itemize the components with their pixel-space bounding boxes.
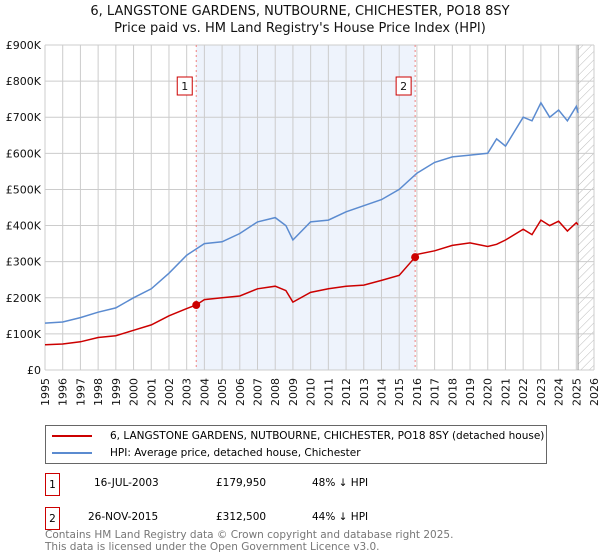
sale-row: 2 26-NOV-2015 £312,500 44% ↓ HPI	[45, 507, 495, 530]
x-tick-label: 2026	[588, 378, 600, 406]
y-tick-label: £800K	[6, 75, 42, 88]
blue-line-swatch	[52, 452, 92, 454]
y-tick-label: £700K	[6, 111, 42, 124]
annotation-box	[176, 76, 193, 96]
x-tick-label: 2022	[517, 378, 530, 406]
legend-item-hpi: HPI: Average price, detached house, Chic…	[52, 445, 361, 461]
x-tick-label: 2023	[535, 378, 548, 406]
x-tick-label: 2003	[181, 378, 194, 406]
x-tick-label: 2004	[198, 378, 211, 406]
chart-title: 6, LANGSTONE GARDENS, NUTBOURNE, CHICHES…	[90, 4, 510, 19]
sale-marker-badge: 1	[45, 473, 60, 496]
sale-marker-badge: 2	[45, 507, 60, 530]
x-tick-label: 1998	[92, 378, 105, 406]
x-tick-label: 1999	[110, 378, 123, 406]
y-tick-label: £400K	[6, 220, 42, 233]
x-tick-label: 2011	[322, 378, 335, 406]
annotation-box	[395, 76, 412, 96]
hpi-line	[44, 101, 579, 324]
y-tick-label: £600K	[6, 147, 42, 160]
y-tick-label: £900K	[6, 39, 42, 52]
y-tick-label: £500K	[6, 183, 42, 196]
y-tick-label: £300K	[6, 256, 42, 269]
x-tick-label: 1995	[39, 378, 52, 406]
x-tick-label: 2002	[163, 378, 176, 406]
x-tick-label: 2005	[216, 378, 229, 406]
y-tick-label: £0	[27, 364, 41, 377]
sale-row: 1 16-JUL-2003 £179,950 48% ↓ HPI	[45, 473, 495, 496]
annotation-label: 2	[400, 80, 407, 93]
x-tick-label: 2019	[464, 378, 477, 406]
x-tick-label: 2007	[252, 378, 265, 406]
chart-legend: 6, LANGSTONE GARDENS, NUTBOURNE, CHICHES…	[45, 425, 547, 464]
sale-period-shade	[196, 45, 416, 370]
sale-hpi-diff: 48% ↓ HPI	[312, 477, 369, 489]
x-tick-label: 2008	[269, 378, 282, 406]
annotation-label: 1	[181, 80, 188, 93]
x-tick-label: 2006	[234, 378, 247, 406]
x-tick-label: 2024	[553, 378, 566, 406]
y-tick-label: £100K	[6, 328, 42, 341]
x-tick-label: 2012	[340, 378, 353, 406]
x-tick-label: 2010	[305, 378, 318, 406]
sale-point	[411, 253, 420, 262]
x-tick-label: 2025	[570, 378, 583, 406]
sale-price: £312,500	[216, 511, 267, 523]
sale-price: £179,950	[216, 477, 267, 489]
x-tick-label: 2013	[358, 378, 371, 406]
red-line-swatch	[52, 435, 92, 437]
sale-date: 16-JUL-2003	[94, 477, 159, 489]
legend-item-property: 6, LANGSTONE GARDENS, NUTBOURNE, CHICHES…	[52, 428, 544, 444]
x-tick-label: 2020	[482, 378, 495, 406]
sale-point	[192, 301, 201, 310]
price-chart: 1995 1996 1997 1998 1999 2000 2001 2002 2003 2004…	[6, 39, 600, 406]
attribution-line-2: This data is licensed under the Open Gov…	[45, 540, 380, 553]
legend-label-property: 6, LANGSTONE GARDENS, NUTBOURNE, CHICHES…	[110, 430, 545, 442]
property-price-line	[44, 219, 579, 346]
x-tick-label: 2018	[446, 378, 459, 406]
x-tick-label: 1996	[57, 378, 70, 406]
x-tick-label: 2001	[145, 378, 158, 406]
attribution-line-1: Contains HM Land Registry data © Crown c…	[45, 529, 454, 541]
chart-subtitle: Price paid vs. HM Land Registry's House …	[114, 21, 486, 36]
x-tick-label: 2021	[499, 378, 512, 406]
sale-date: 26-NOV-2015	[88, 511, 159, 523]
forecast-hatch	[578, 45, 594, 370]
attribution: Contains HM Land Registry data © Crown c…	[45, 529, 454, 553]
x-tick-label: 2009	[287, 378, 300, 406]
legend-label-hpi: HPI: Average price, detached house, Chic…	[110, 447, 361, 459]
x-tick-label: 2000	[128, 378, 141, 406]
x-tick-label: 2015	[393, 378, 406, 406]
x-tick-label: 2014	[375, 378, 388, 406]
sale-hpi-diff: 44% ↓ HPI	[312, 511, 369, 523]
x-tick-label: 1997	[74, 378, 87, 406]
x-tick-label: 2017	[429, 378, 442, 406]
y-tick-label: £200K	[6, 292, 42, 305]
x-tick-label: 2016	[411, 378, 424, 406]
